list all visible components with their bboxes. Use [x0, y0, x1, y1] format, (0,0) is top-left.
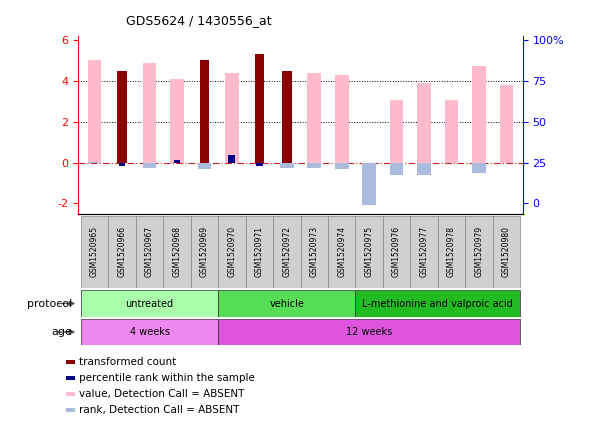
Bar: [355, 290, 520, 317]
Text: untreated: untreated: [126, 299, 174, 308]
Bar: [335, 162, 349, 169]
Text: GDS5624 / 1430556_at: GDS5624 / 1430556_at: [126, 14, 272, 27]
Bar: [198, 162, 212, 169]
Text: GSM1520975: GSM1520975: [365, 226, 374, 277]
Bar: [300, 216, 328, 288]
Bar: [445, 100, 459, 162]
Bar: [307, 73, 321, 162]
Text: GSM1520976: GSM1520976: [392, 226, 401, 277]
Text: GSM1520978: GSM1520978: [447, 226, 456, 277]
Bar: [81, 216, 108, 288]
Bar: [417, 162, 431, 175]
Bar: [256, 162, 263, 166]
Text: GSM1520967: GSM1520967: [145, 226, 154, 277]
Bar: [499, 85, 513, 162]
Bar: [362, 162, 376, 171]
Text: L-methionine and valproic acid: L-methionine and valproic acid: [362, 299, 513, 308]
Bar: [108, 216, 136, 288]
Bar: [174, 159, 180, 162]
Bar: [228, 155, 236, 162]
Bar: [307, 162, 321, 168]
Bar: [328, 216, 355, 288]
Bar: [218, 216, 246, 288]
Bar: [417, 83, 431, 162]
Text: GSM1520965: GSM1520965: [90, 226, 99, 277]
Text: percentile rank within the sample: percentile rank within the sample: [79, 373, 255, 383]
Bar: [254, 54, 264, 162]
Text: age: age: [51, 327, 72, 337]
Text: GSM1520979: GSM1520979: [474, 226, 483, 277]
Text: protocol: protocol: [27, 299, 72, 308]
Bar: [142, 63, 156, 162]
Bar: [410, 216, 438, 288]
Text: GSM1520969: GSM1520969: [200, 226, 209, 277]
Bar: [355, 216, 383, 288]
Bar: [88, 60, 102, 162]
Text: GSM1520974: GSM1520974: [337, 226, 346, 277]
Bar: [81, 290, 218, 317]
Bar: [218, 290, 355, 317]
Bar: [362, 162, 376, 206]
Bar: [472, 66, 486, 162]
Text: vehicle: vehicle: [269, 299, 304, 308]
Text: rank, Detection Call = ABSENT: rank, Detection Call = ABSENT: [79, 405, 240, 415]
Text: 4 weeks: 4 weeks: [129, 327, 169, 337]
Bar: [280, 162, 294, 168]
Bar: [493, 216, 520, 288]
Bar: [472, 162, 486, 173]
Bar: [389, 100, 403, 162]
Text: GSM1520968: GSM1520968: [172, 226, 182, 277]
Bar: [282, 71, 291, 162]
Bar: [163, 216, 191, 288]
Text: GSM1520971: GSM1520971: [255, 226, 264, 277]
Bar: [225, 73, 239, 162]
Bar: [383, 216, 410, 288]
Bar: [218, 319, 520, 345]
Text: GSM1520977: GSM1520977: [419, 226, 429, 277]
Bar: [438, 216, 465, 288]
Bar: [335, 75, 349, 162]
Bar: [389, 162, 403, 175]
Text: GSM1520966: GSM1520966: [118, 226, 127, 277]
Bar: [118, 162, 126, 166]
Bar: [170, 79, 184, 162]
Bar: [81, 319, 218, 345]
Bar: [117, 71, 127, 162]
Text: GSM1520970: GSM1520970: [227, 226, 236, 277]
Bar: [142, 162, 156, 168]
Text: value, Detection Call = ABSENT: value, Detection Call = ABSENT: [79, 389, 245, 399]
Bar: [273, 216, 300, 288]
Text: GSM1520973: GSM1520973: [310, 226, 319, 277]
Bar: [246, 216, 273, 288]
Bar: [200, 60, 209, 162]
Bar: [191, 216, 218, 288]
Text: GSM1520980: GSM1520980: [502, 226, 511, 277]
Bar: [136, 216, 163, 288]
Text: transformed count: transformed count: [79, 357, 177, 367]
Bar: [465, 216, 493, 288]
Text: GSM1520972: GSM1520972: [282, 226, 291, 277]
Text: 12 weeks: 12 weeks: [346, 327, 392, 337]
